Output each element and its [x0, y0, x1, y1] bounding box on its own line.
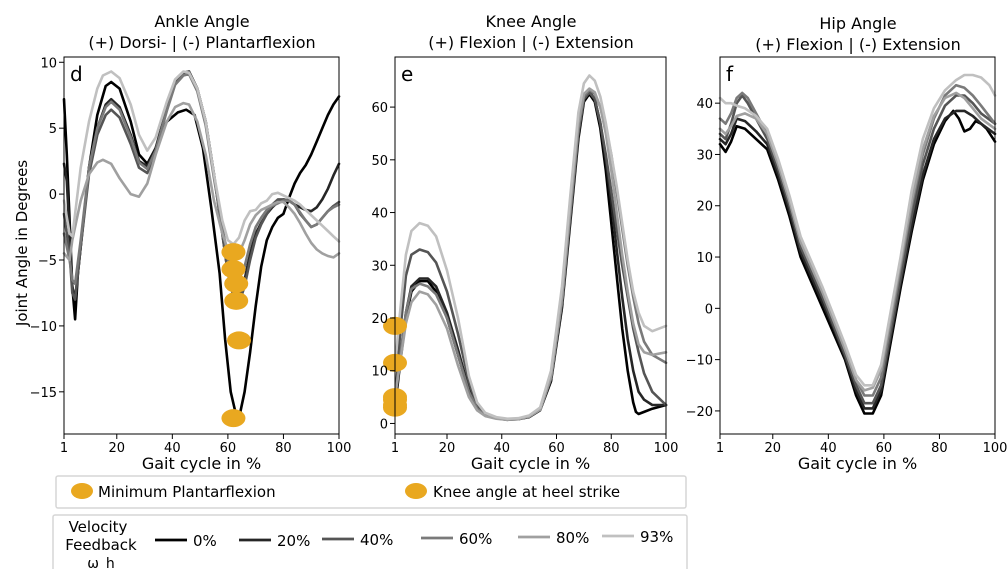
ankle-panel-letter: d — [70, 62, 83, 86]
hip-ytick-label-10: 10 — [696, 251, 713, 266]
velocity-legend-label-1: 20% — [277, 532, 310, 550]
knee-ytick-label-30: 30 — [371, 259, 388, 274]
knee-xtick-label-40: 40 — [493, 441, 510, 456]
ankle-xtick-label-1: 1 — [60, 441, 68, 456]
ankle-marker-4 — [227, 331, 251, 350]
hip-series-20pct — [718, 109, 997, 410]
hip-series-93pct — [718, 73, 997, 387]
hip-ytick-label--10: −10 — [686, 354, 713, 369]
marker-legend: Minimum Plantarflexion Knee angle at hee… — [55, 475, 687, 509]
knee-title-line2: (+) Flexion | (-) Extension — [428, 33, 633, 52]
hip-title-line2: (+) Flexion | (-) Extension — [755, 35, 960, 54]
velocity-legend-label-2: 40% — [360, 531, 393, 549]
knee-xtick-label-1: 1 — [391, 441, 399, 456]
knee-xtick-label-20: 20 — [439, 441, 456, 456]
hip-ytick-label-30: 30 — [696, 148, 713, 163]
knee-ytick-label-40: 40 — [371, 207, 388, 222]
hip-series-0pct — [718, 109, 997, 415]
ankle-ytick-label--10: −10 — [30, 320, 57, 335]
hip-x-axis-label: Gait cycle in % — [798, 454, 917, 473]
hip-xtick-label-100: 100 — [983, 441, 1008, 456]
ankle-marker-3 — [224, 291, 249, 310]
knee-x-axis-label: Gait cycle in % — [471, 454, 590, 473]
velocity-legend-label-5: 93% — [640, 528, 673, 546]
ankle-title-line1: Ankle Angle — [154, 12, 249, 31]
ankle-xtick-label-60: 60 — [220, 441, 237, 456]
ankle-plot-frame — [63, 56, 340, 435]
ankle-ytick-label-5: 5 — [49, 122, 57, 137]
knee-ytick-label-0: 0 — [380, 417, 388, 432]
hip-xtick-label-40: 40 — [820, 441, 837, 456]
hip-xtick-label-1: 1 — [716, 441, 724, 456]
panel-knee-angle: Knee Angle (+) Flexion | (-) Extension 1 20… — [371, 12, 678, 473]
velocity-legend-title-line1: Velocity — [69, 518, 128, 536]
knee-ytick-label-50: 50 — [371, 154, 388, 169]
ankle-series-0pct — [62, 80, 341, 420]
panel-ankle-angle: Ankle Angle (+) Dorsi- | (-) Plantarflexi… — [30, 12, 352, 473]
ankle-marker-2 — [224, 274, 249, 293]
hip-ytick-label--20: −20 — [686, 405, 713, 420]
knee-title-line1: Knee Angle — [486, 12, 577, 31]
velocity-legend-title-line3: ω_h — [87, 556, 115, 569]
knee-ytick-label-10: 10 — [371, 365, 388, 380]
hip-ytick-label-0: 0 — [705, 302, 713, 317]
knee-xtick-label-60: 60 — [548, 441, 565, 456]
ankle-marker-1 — [221, 260, 246, 279]
marker-legend-frame — [55, 475, 687, 509]
velocity-legend-label-4: 80% — [556, 529, 589, 547]
ankle-xtick-label-20: 20 — [109, 441, 126, 456]
hip-title-line1: Hip Angle — [819, 14, 896, 33]
velocity-legend-title-line2: Feedback — [65, 536, 137, 554]
ankle-series-80pct — [62, 101, 341, 262]
ankle-xtick-label-100: 100 — [327, 441, 352, 456]
hip-series-80pct — [718, 91, 997, 392]
ankle-marker-5 — [221, 409, 246, 428]
knee-xtick-label-80: 80 — [603, 441, 620, 456]
ankle-ytick-label--15: −15 — [30, 386, 57, 401]
marker-legend-swatch-1 — [405, 483, 427, 499]
hip-series-60pct — [718, 83, 997, 397]
ankle-series-60pct — [62, 72, 341, 285]
knee-series-93pct — [393, 74, 668, 420]
hip-ytick-label-40: 40 — [696, 97, 713, 112]
ankle-marker-0 — [221, 243, 246, 262]
ankle-title-line2: (+) Dorsi- | (-) Plantarflexion — [88, 33, 315, 52]
marker-legend-swatch-0 — [71, 483, 93, 499]
ankle-ytick-label-10: 10 — [40, 56, 57, 71]
marker-legend-label-0: Minimum Plantarflexion — [98, 483, 276, 501]
hip-xtick-label-20: 20 — [765, 441, 782, 456]
knee-ytick-label-20: 20 — [371, 312, 388, 327]
ankle-ytick-label--5: −5 — [38, 254, 57, 269]
hip-panel-letter: f — [726, 62, 734, 86]
velocity-legend: Velocity Feedback ω_h 0% 20% 40% 60% 80% 93% — [52, 514, 688, 569]
ankle-ytick-label-0: 0 — [49, 188, 57, 203]
ankle-series-93pct — [62, 70, 341, 246]
marker-legend-label-1: Knee angle at heel strike — [433, 483, 620, 501]
knee-plot-frame — [394, 56, 667, 435]
ankle-xtick-label-80: 80 — [275, 441, 292, 456]
knee-series-60pct — [393, 88, 668, 421]
y-axis-label: Joint Angle in Degrees — [13, 160, 31, 327]
knee-xtick-label-100: 100 — [654, 441, 679, 456]
hip-ytick-label-20: 20 — [696, 200, 713, 215]
velocity-legend-frame — [52, 514, 688, 569]
panel-hip-angle: Hip Angle (+) Flexion | (-) Extension 1 20 4… — [686, 14, 1008, 473]
knee-ytick-label-60: 60 — [371, 101, 388, 116]
hip-series-40pct — [718, 94, 997, 405]
ankle-xtick-label-40: 40 — [164, 441, 181, 456]
hip-xtick-label-60: 60 — [876, 441, 893, 456]
knee-series-80pct — [393, 87, 668, 422]
ankle-x-axis-label: Gait cycle in % — [142, 454, 261, 473]
hip-xtick-label-80: 80 — [931, 441, 948, 456]
hip-plot-frame — [719, 56, 996, 435]
velocity-legend-label-3: 60% — [459, 530, 492, 548]
velocity-legend-label-0: 0% — [193, 532, 217, 550]
knee-panel-letter: e — [401, 62, 413, 86]
